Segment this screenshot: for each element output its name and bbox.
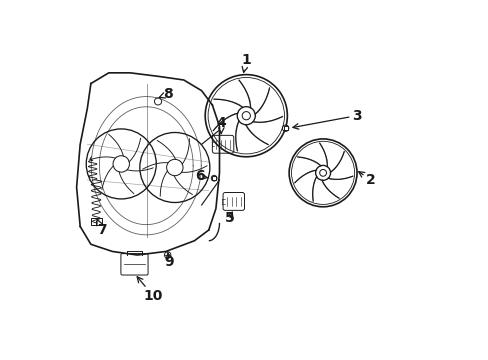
Text: 3: 3 [292, 109, 361, 129]
Bar [283, 126, 287, 130]
Text: 10: 10 [137, 277, 163, 303]
Text: 5: 5 [225, 211, 235, 225]
Text: 8: 8 [159, 87, 172, 101]
Text: 9: 9 [164, 252, 174, 269]
Text: 4: 4 [216, 116, 225, 134]
Text: 6: 6 [194, 170, 207, 184]
Text: 7: 7 [97, 220, 106, 237]
Text: 1: 1 [241, 53, 251, 72]
Bar [212, 176, 215, 180]
Text: 2: 2 [358, 172, 375, 187]
Bar [91, 218, 102, 225]
